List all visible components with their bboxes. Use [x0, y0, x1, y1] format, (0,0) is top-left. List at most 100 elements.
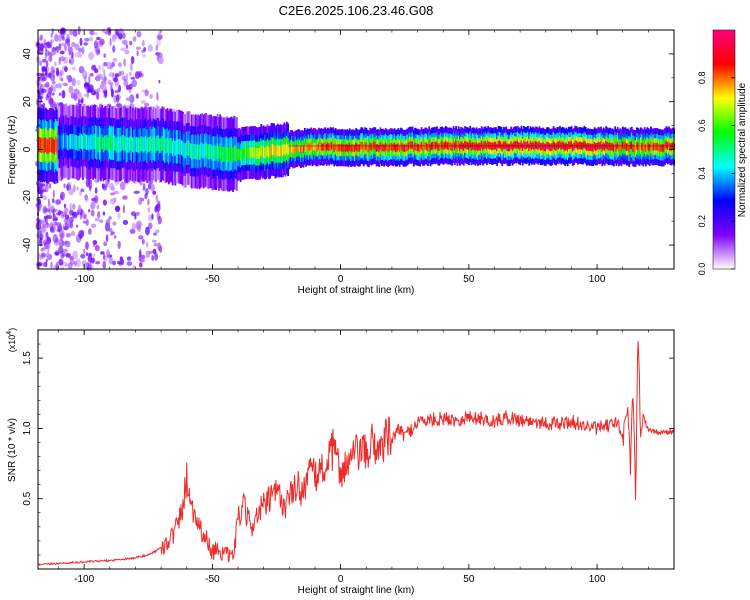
- spectrogram-cell: [94, 218, 100, 222]
- spectrogram-cell: [618, 144, 620, 152]
- spectrogram-cell: [109, 134, 111, 150]
- spectrogram-cell: [188, 140, 191, 156]
- spectrogram-cell: [480, 140, 483, 149]
- spectrogram-cell: [530, 142, 533, 151]
- spectrogram-cell: [132, 36, 137, 42]
- spectrogram-cell: [94, 134, 97, 150]
- spectrogram-cell: [382, 143, 384, 151]
- spectrogram-cell: [88, 228, 92, 235]
- spectrogram-cell: [97, 73, 103, 79]
- spectrogram-cell: [69, 259, 75, 265]
- spectrogram-cell: [569, 141, 572, 150]
- spectrogram-cell: [584, 141, 587, 150]
- spectrogram-cell: [498, 140, 501, 149]
- snr-plot-area: [38, 330, 674, 569]
- spectrogram-cell: [557, 141, 560, 150]
- colorbar-tick-label: 0.0: [697, 263, 707, 276]
- spectrogram-cell: [48, 137, 51, 153]
- spectrogram-cell: [248, 147, 251, 159]
- spectrogram-cell: [90, 201, 96, 210]
- spectrogram-cell: [151, 138, 154, 154]
- spectrogram-cell: [544, 143, 547, 152]
- spectrogram-cell: [101, 64, 105, 72]
- spectrogram-cell: [141, 40, 145, 47]
- spectrogram-cell: [144, 135, 147, 151]
- spectrogram-cell: [76, 79, 81, 86]
- spectrogram-cell: [50, 50, 57, 56]
- spectrogram-cell: [206, 143, 209, 159]
- spectrogram-cell: [94, 195, 99, 204]
- spectrogram-cell: [62, 248, 69, 254]
- spectrogram-cell: [605, 140, 608, 149]
- spectrogram-cell: [123, 79, 129, 87]
- colorbar-label: Normalized spectral amplitude: [737, 82, 748, 217]
- spectrogram-cell: [482, 143, 484, 151]
- spectrogram-cell: [93, 240, 96, 248]
- spectrogram-cell: [375, 144, 378, 152]
- spectrogram-cell: [138, 138, 141, 154]
- spectrogram-cell: [140, 100, 146, 104]
- spectrogram-cell: [47, 139, 50, 155]
- spectrogram-cell: [457, 140, 460, 149]
- spectrogram-cell: [51, 103, 58, 109]
- spectrogram-cell: [146, 138, 148, 154]
- snr-multiplier-label: (x104): [6, 328, 17, 352]
- spectrogram-cell: [210, 144, 213, 160]
- spectrogram-cell: [129, 83, 133, 90]
- spectrogram-cell: [36, 98, 42, 107]
- spectrogram-cell: [52, 220, 56, 225]
- spectrogram-cell: [242, 148, 245, 159]
- spectrogram-cell: [621, 141, 624, 149]
- spectrogram-cell: [152, 239, 157, 243]
- spectrogram-cell: [253, 146, 256, 158]
- spectrogram-cell: [67, 262, 73, 269]
- spectrogram-cell: [42, 224, 46, 228]
- spectrogram-cell: [238, 148, 241, 160]
- spectrogram-cell: [38, 47, 41, 51]
- spectrogram-cell: [353, 144, 356, 153]
- spectrogram-cell: [385, 143, 388, 152]
- spectrogram-cell: [151, 213, 154, 220]
- spectrogram-cell: [583, 140, 586, 148]
- spectrogram-cell: [291, 144, 293, 153]
- spectrogram-cell: [67, 181, 72, 185]
- spectrogram-cell: [620, 144, 623, 152]
- spectrogram-cell: [144, 102, 150, 107]
- spectrogram-cell: [136, 31, 142, 38]
- spectrogram-cell: [155, 44, 159, 51]
- spectrogram-cell: [42, 58, 47, 63]
- spectrogram-cell: [124, 49, 130, 55]
- spectrogram-cell: [156, 211, 160, 221]
- spectrogram-cell: [110, 192, 115, 196]
- spectrogram-cell: [84, 82, 89, 88]
- spectrogram-cell: [470, 143, 473, 151]
- spectrogram-cell: [120, 136, 123, 152]
- spectrogram-cell: [115, 206, 120, 211]
- spectrogram-cell: [58, 229, 65, 239]
- spectrogram-cell: [49, 54, 53, 62]
- spectrogram-cell: [38, 136, 41, 152]
- spectrogram-cell: [446, 141, 449, 150]
- spectrogram-cell: [283, 143, 286, 155]
- spectrogram-cell: [82, 135, 84, 151]
- spectrogram-cell: [73, 88, 77, 93]
- spectrogram-cell: [219, 143, 222, 159]
- spectrogram-cell: [52, 138, 55, 154]
- spectrogram-panel: -100 -50 0 50 100 -40 -20 0 20 40 Height of stra…: [7, 25, 675, 296]
- spectrogram-cell: [73, 134, 75, 150]
- spectrogram-cell: [97, 137, 100, 153]
- spectrogram-cell: [58, 135, 61, 151]
- spectrogram-cell: [128, 71, 132, 76]
- figure-title: C2E6.2025.106.23.46.G08: [279, 3, 434, 18]
- spectrogram-cell: [352, 144, 355, 152]
- spectrogram-cell: [64, 240, 71, 248]
- spectrogram-cell: [156, 135, 159, 151]
- spectrogram-cell: [279, 145, 282, 156]
- spectrogram-cell: [552, 140, 555, 149]
- spectrogram-cell: [474, 143, 477, 152]
- spectrogram-cell: [104, 93, 107, 99]
- spectrogram-cell: [469, 140, 472, 148]
- spectrogram-cell: [54, 251, 60, 255]
- spectrogram-cell: [101, 76, 108, 82]
- spectrogram-cell: [83, 133, 86, 149]
